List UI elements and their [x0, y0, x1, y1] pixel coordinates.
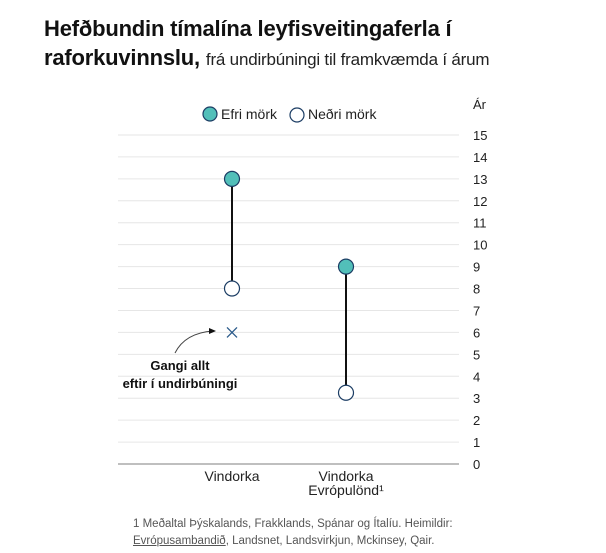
chart-title: Hefðbundin tímalína leyfisveitingaferla …	[44, 14, 490, 74]
title-line-1: Hefðbundin tímalína leyfisveitingaferla …	[44, 16, 452, 41]
annotation-x-marker	[226, 326, 238, 338]
y-tick-label: 11	[473, 216, 487, 231]
y-tick-label: 2	[473, 413, 480, 428]
legend-marker-lower	[289, 107, 305, 123]
y-tick-label: 14	[473, 150, 487, 165]
title-line-2: raforkuvinnslu,	[44, 45, 200, 70]
legend-label-lower: Neðri mörk	[308, 106, 377, 122]
y-tick-label: 13	[473, 172, 487, 187]
legend-label-upper: Efri mörk	[221, 106, 278, 122]
legend-marker-upper	[202, 106, 218, 122]
upper-point	[223, 170, 241, 187]
source-link[interactable]: Evrópusambandið	[133, 535, 226, 547]
y-tick-label: 5	[473, 347, 480, 362]
y-tick-label: 4	[473, 369, 480, 384]
annotation-arrow	[174, 330, 214, 354]
y-tick-label: 10	[473, 238, 487, 253]
y-tick-label: 9	[473, 260, 480, 275]
y-tick-label: 12	[473, 194, 487, 209]
x-tick-label: Evrópulönd¹	[308, 482, 384, 498]
chart-subtitle: frá undirbúningi til framkvæmda í árum	[205, 50, 490, 69]
footnote: 1 Meðaltal Þýskalands, Frakklands, Spána…	[133, 516, 453, 550]
annotation-text: Gangi allt	[150, 358, 210, 373]
y-tick-label: 1	[473, 435, 480, 450]
arrowhead-icon	[209, 328, 216, 334]
y-tick-label: 7	[473, 303, 480, 318]
y-tick-label: 6	[473, 325, 480, 340]
footnote-line-2: , Landsnet, Landsvirkjun, Mckinsey, Qair…	[225, 535, 435, 547]
annotation-text: eftir í undirbúningi	[123, 376, 238, 391]
y-tick-label: 15	[473, 128, 487, 143]
x-tick-label: Vindorka	[318, 468, 373, 484]
y-tick-label: 3	[473, 391, 480, 406]
y-axis-label: Ár	[473, 97, 487, 112]
y-tick-label: 0	[473, 457, 480, 472]
x-tick-label: Vindorka	[204, 468, 259, 484]
lower-point	[337, 384, 355, 401]
lower-point	[223, 280, 241, 297]
y-tick-label: 8	[473, 282, 480, 297]
upper-point	[337, 258, 355, 275]
footnote-line-1: 1 Meðaltal Þýskalands, Frakklands, Spána…	[133, 518, 453, 530]
